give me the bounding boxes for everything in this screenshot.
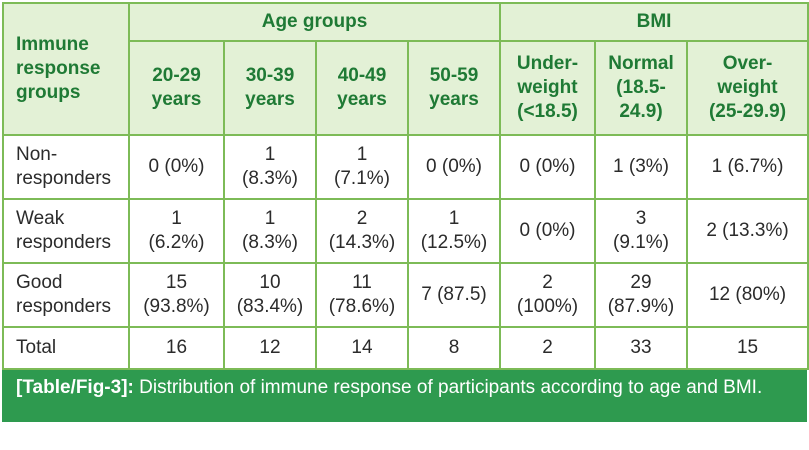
table-row-non-responders: Non- responders 0 (0%) 1 (8.3%) 1 (7.1%)…: [2, 134, 809, 200]
table-cell: 10 (83.4%): [223, 262, 317, 328]
table-row-good-responders: Good responders 15 (93.8%) 10 (83.4%) 11…: [2, 262, 809, 328]
column-header: 50-59 years: [407, 40, 501, 136]
table-cell: 2 (14.3%): [315, 198, 409, 264]
row-label: Total: [2, 326, 130, 370]
row-label: Good responders: [2, 262, 130, 328]
table-cell: 15: [685, 326, 809, 370]
table-cell: 29 (87.9%): [594, 262, 688, 328]
table-cell: 2 (13.3%): [685, 198, 809, 264]
column-header: 20-29 years: [128, 40, 225, 136]
table-cell: 2 (100%): [499, 262, 596, 328]
age-groups-header: Age groups: [128, 2, 501, 42]
table-cell: 1 (6.7%): [685, 134, 809, 200]
header-row-groups: Immune response groups Age groups BMI: [2, 2, 809, 136]
column-header: 30-39 years: [223, 40, 317, 136]
bmi-header: BMI: [498, 2, 809, 42]
table-cell: 12: [223, 326, 317, 370]
table-cell: 16: [128, 326, 225, 370]
table-cell: 0 (0%): [499, 198, 596, 264]
column-header: Normal (18.5- 24.9): [594, 40, 688, 136]
table-cell: 3 (9.1%): [594, 198, 688, 264]
table-row-total: Total 16 12 14 8 2 33 15: [2, 326, 809, 370]
caption-reference: [Table/Fig-3]:: [16, 377, 134, 398]
table-cell: 8: [407, 326, 501, 370]
table-cell: 0 (0%): [407, 134, 501, 200]
column-header: Over- weight (25-29.9): [685, 40, 809, 136]
row-label: Weak responders: [2, 198, 130, 264]
table-cell: 1 (8.3%): [223, 134, 317, 200]
table-cell: 0 (0%): [128, 134, 225, 200]
header-row-columns: 20-29 years 30-39 years 40-49 years 50-5…: [3, 40, 809, 136]
table-cell: 1 (6.2%): [128, 198, 225, 264]
table-cell: 2: [499, 326, 596, 370]
table-cell: 1 (3%): [594, 134, 688, 200]
table-cell: 12 (80%): [685, 262, 809, 328]
row-label: Non- responders: [2, 134, 130, 200]
column-header: Under- weight (<18.5): [499, 40, 596, 136]
column-header: 40-49 years: [315, 40, 409, 136]
table-cell: 1 (8.3%): [223, 198, 317, 264]
table-row-weak-responders: Weak responders 1 (6.2%) 1 (8.3%) 2 (14.…: [2, 198, 809, 264]
caption-text: Distribution of immune response of parti…: [133, 377, 763, 398]
table-cell: 11 (78.6%): [315, 262, 409, 328]
table-cell: 1 (7.1%): [315, 134, 409, 200]
table-cell: 1 (12.5%): [407, 198, 501, 264]
table-cell: 14: [315, 326, 409, 370]
table-cell: 33: [594, 326, 688, 370]
corner-header: Immune response groups: [2, 2, 130, 136]
immune-response-table: Immune response groups Age groups BMI 20…: [2, 2, 809, 370]
table-cell: 0 (0%): [499, 134, 596, 200]
table-cell: 15 (93.8%): [128, 262, 225, 328]
table-cell: 7 (87.5): [407, 262, 501, 328]
table-caption: [Table/Fig-3]: Distribution of immune re…: [2, 370, 807, 422]
